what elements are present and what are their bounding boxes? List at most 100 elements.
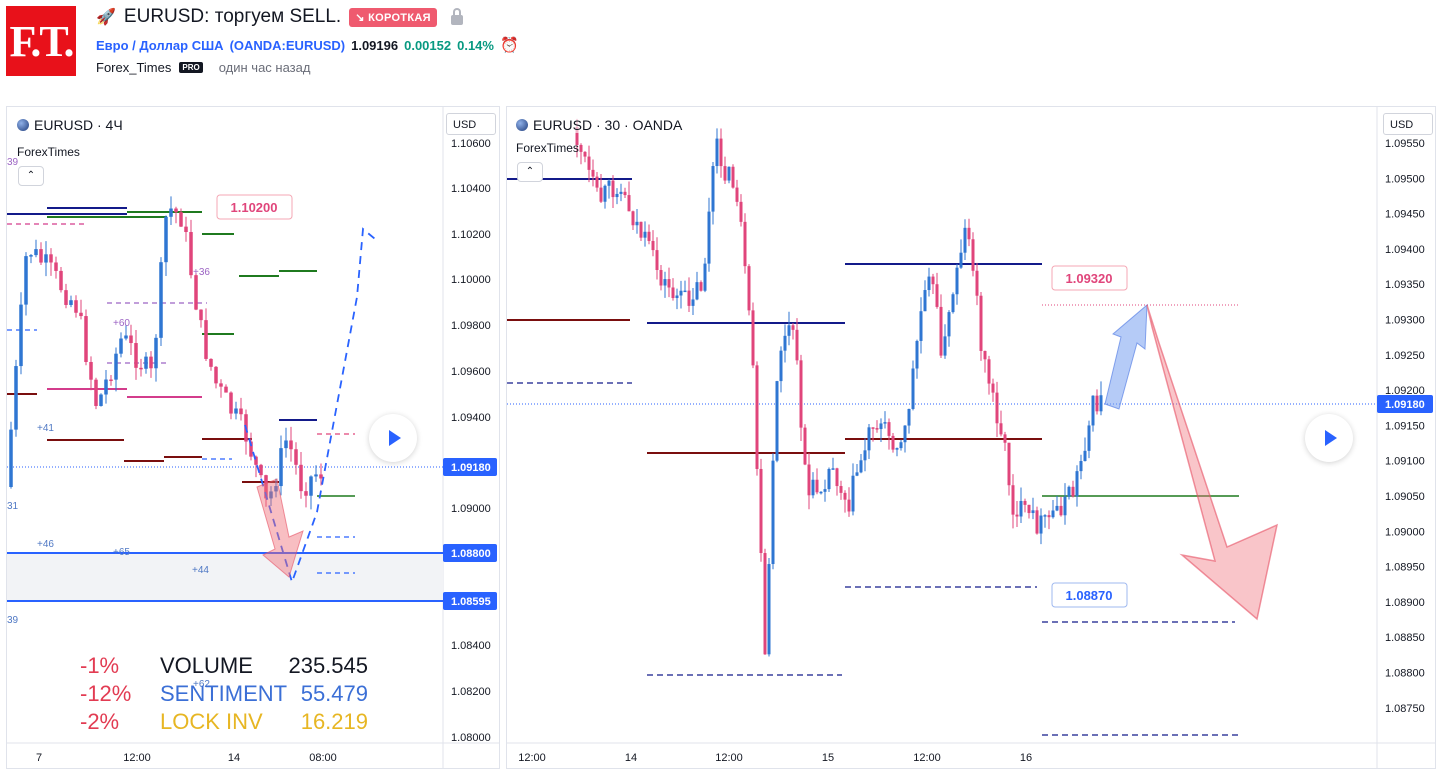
right-candle-body-63 [827, 468, 831, 490]
left-candle-body-18 [99, 394, 103, 406]
left-range-band [7, 553, 443, 601]
author-link[interactable]: Forex_Times [96, 60, 172, 75]
left-candle-body-60 [309, 476, 313, 496]
left-time-label-0: 7 [36, 752, 42, 764]
symbol-code-link[interactable]: (OANDA:EURUSD) [229, 37, 346, 53]
right-price-label-8: 1.09150 [1385, 420, 1425, 432]
left-chart-title: EURUSD · 4Ч [17, 117, 123, 133]
right-candle-body-80 [895, 448, 899, 450]
left-candle-body-27 [144, 356, 148, 369]
right-candle-body-5 [595, 176, 599, 188]
left-small-label-f: +44 [192, 565, 209, 576]
symbol-info: Евро / Доллар США (OANDA:EURUSD) 1.09196… [96, 36, 519, 54]
right-candle-body-128 [1087, 425, 1091, 451]
right-candle-body-94 [951, 294, 955, 313]
left-play-button[interactable] [369, 414, 417, 462]
collapse-chevron-icon[interactable]: ⌃ [517, 162, 543, 182]
right-candle-body-125 [1075, 471, 1079, 497]
right-candle-body-15 [635, 221, 639, 226]
left-price-label-9: 1.08200 [451, 686, 491, 698]
right-candle-body-76 [879, 423, 883, 430]
forex-times-logo[interactable]: F.T. [6, 6, 76, 76]
symbol-name-link[interactable]: Евро / Доллар США [96, 37, 224, 53]
right-candle-body-19 [651, 240, 655, 251]
right-candle-body-8 [607, 180, 611, 186]
right-time-label-5: 16 [1020, 752, 1032, 764]
right-candle-body-69 [851, 475, 855, 512]
right-candle-body-129 [1091, 395, 1095, 426]
left-candle-body-20 [109, 379, 113, 382]
left-callout-box [216, 194, 293, 220]
right-candle-body-95 [955, 267, 959, 295]
collapse-chevron-icon[interactable]: ⌃ [18, 166, 44, 186]
last-price: 1.09196 [351, 37, 399, 53]
left-candle-body-42 [219, 383, 223, 387]
right-price-label-5: 1.09300 [1385, 315, 1425, 327]
right-callout-bottom-box [1051, 582, 1128, 608]
right-play-button[interactable] [1305, 414, 1353, 462]
left-currency-select[interactable]: USD [446, 113, 496, 135]
left-small-label-c: +41 [37, 423, 54, 434]
left-candle-body-21 [114, 353, 118, 380]
alarm-clock-icon[interactable]: ⏰ [499, 37, 519, 54]
left-price-tag-text-1: 1.08800 [451, 548, 491, 560]
right-candle-body-33 [707, 211, 711, 264]
right-candle-body-110 [1015, 514, 1019, 517]
left-candle-body-29 [154, 337, 158, 369]
right-candle-body-14 [631, 211, 635, 226]
right-candle-body-25 [675, 295, 679, 299]
right-candle-body-73 [867, 427, 871, 451]
left-small-label-h: 39 [7, 157, 19, 168]
right-down-arrow [1146, 304, 1279, 621]
right-candle-body-109 [1011, 485, 1015, 515]
right-candle-body-130 [1095, 395, 1099, 412]
left-candle-body-40 [209, 358, 213, 367]
right-candle-body-29 [691, 299, 695, 306]
left-candle-body-39 [204, 320, 208, 359]
right-chart-panel[interactable]: 1.09320 1.08870 1.09550 1.09500 1.09450 1.094… [506, 106, 1436, 769]
right-price-tag [1377, 395, 1433, 413]
left-price-label-3: 1.10000 [451, 274, 491, 286]
right-candle-body-72 [863, 450, 867, 461]
left-candle-body-10 [59, 270, 63, 291]
right-candle-body-123 [1067, 486, 1071, 497]
left-chart-author: ForexTimes [17, 145, 80, 159]
left-time-label-2: 14 [228, 752, 240, 764]
right-candle-body-50 [775, 381, 779, 461]
left-callout-text: 1.10200 [231, 200, 278, 215]
right-candle-body-106 [999, 423, 1003, 435]
right-candle-body-41 [739, 201, 743, 222]
right-chart-canvas[interactable]: 1.09320 1.08870 1.09550 1.09500 1.09450 1.094… [507, 107, 1436, 769]
eu-flag-icon [17, 119, 29, 131]
right-candle-body-52 [783, 335, 787, 351]
left-candle-body-36 [189, 232, 193, 276]
left-candle-body-4 [29, 255, 33, 257]
left-candle-body-38 [199, 309, 203, 321]
right-candle-body-88 [927, 276, 931, 291]
left-price-tag-2 [443, 592, 497, 610]
right-candle-body-49 [771, 460, 775, 565]
left-candle-body-15 [84, 316, 88, 362]
stat-lock-inv: -2% LOCK INV 16.219 [80, 709, 368, 734]
right-candle-body-21 [659, 270, 663, 286]
left-candle-body-3 [24, 256, 28, 305]
right-candle-body-131 [1099, 395, 1103, 412]
right-candle-body-70 [855, 472, 859, 476]
left-candle-body-6 [39, 249, 43, 263]
right-candle-body-43 [747, 266, 751, 311]
right-time-label-4: 12:00 [913, 752, 941, 764]
right-candle-body-113 [1027, 504, 1031, 514]
left-chart-canvas[interactable]: 1.10200 +36 +60 +41 +46 +65 +44 +62 39 31 39 1.1060… [7, 107, 500, 769]
right-price-label-2: 1.09450 [1385, 209, 1425, 221]
right-candle-body-24 [671, 287, 675, 299]
short-badge[interactable]: ↘ КОРОТКАЯ [349, 7, 437, 27]
right-candle-body-105 [995, 392, 999, 424]
left-chart-panel[interactable]: 1.10200 +36 +60 +41 +46 +65 +44 +62 39 31 39 1.1060… [6, 106, 500, 769]
right-price-tag-text: 1.09180 [1385, 399, 1425, 411]
right-candle-body-99 [971, 239, 975, 271]
right-candle-body-58 [807, 464, 811, 496]
right-currency-select[interactable]: USD [1383, 113, 1433, 135]
left-candle-body-19 [104, 379, 108, 395]
right-candle-body-42 [743, 221, 747, 267]
right-candle-body-74 [871, 427, 875, 429]
